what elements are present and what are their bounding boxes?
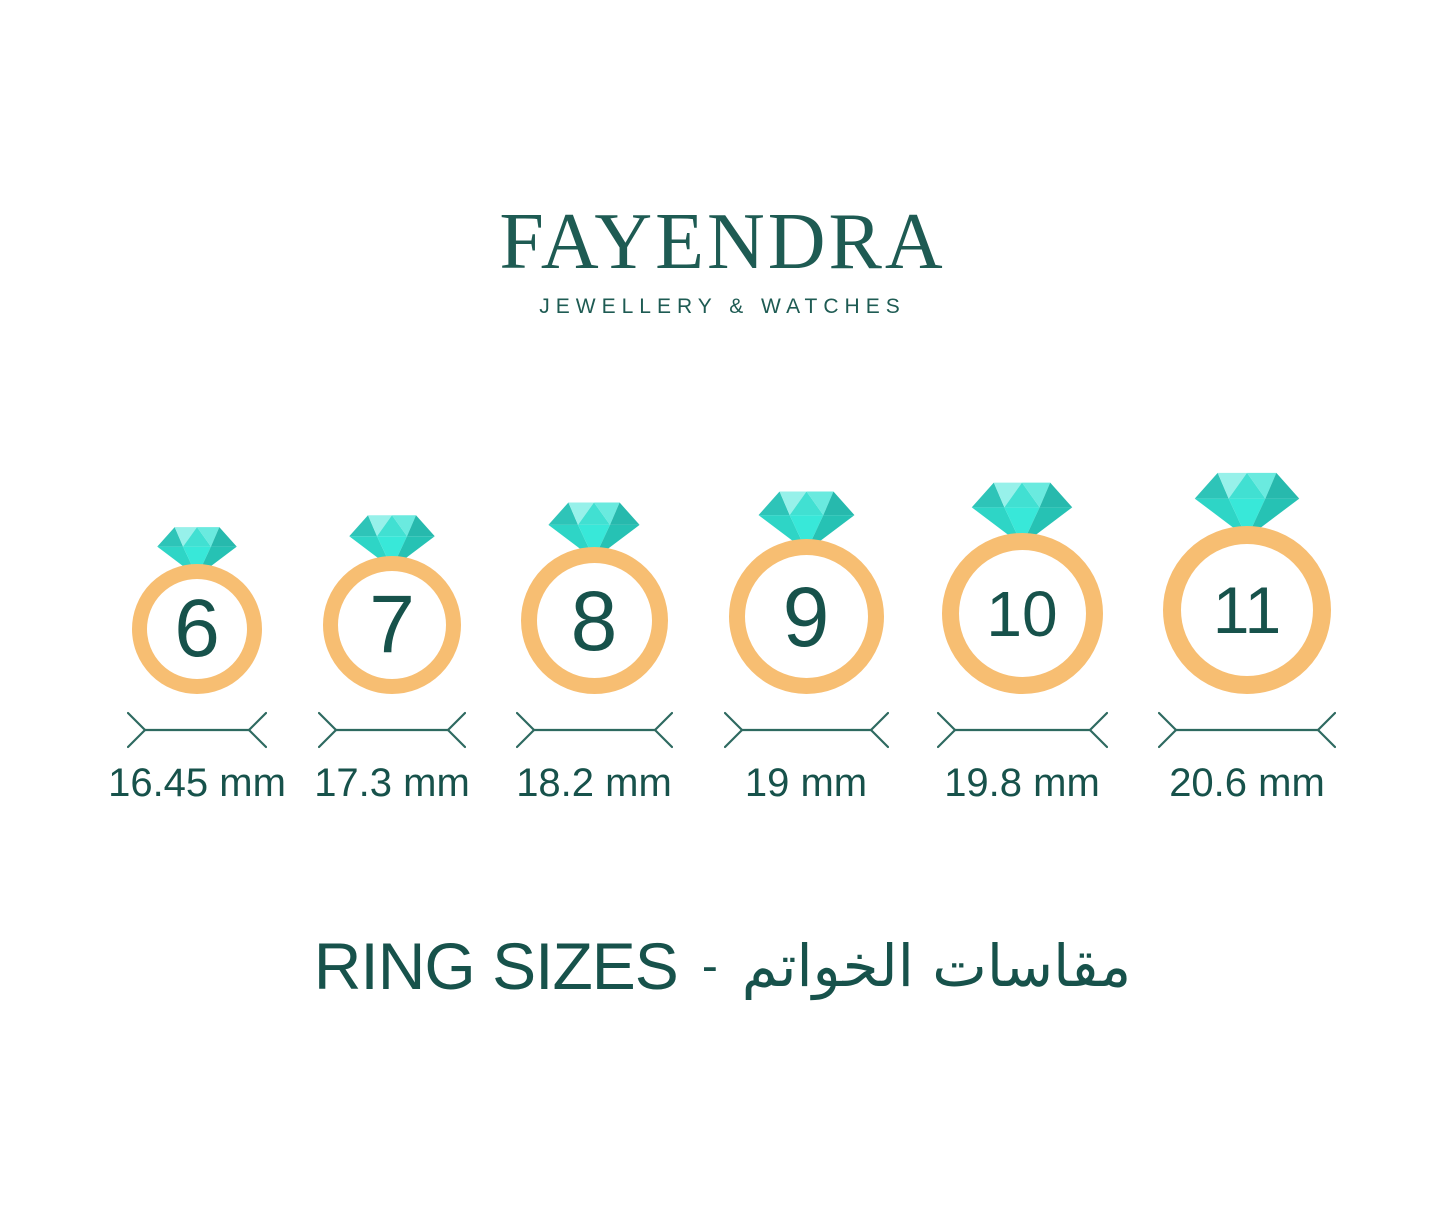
brand-tagline: JEWELLERY & WATCHES: [539, 295, 906, 318]
chart-caption: RING SIZES - مقاسات الخواتم: [0, 928, 1445, 1004]
diameter-dimension-line: [1158, 711, 1336, 749]
caption-title-en: RING SIZES: [313, 929, 679, 1003]
diameter-label: 16.45 mm: [108, 761, 286, 805]
ring-size-number: 11: [1212, 573, 1282, 647]
ring-size-number: 9: [782, 569, 830, 664]
brand-logo: FAYENDRA JEWELLERY & WATCHES: [0, 202, 1445, 319]
ring-band: 9: [728, 539, 884, 694]
ring-band: 7: [323, 556, 461, 694]
rings-row: 6 16.45 mm 7: [108, 470, 1353, 806]
ring-figure-6: 6 16.45 mm: [108, 525, 286, 806]
ring-figure-11: 11 20.6 mm: [1141, 470, 1353, 806]
ring-band: 8: [520, 547, 668, 694]
ring-size-number: 10: [986, 577, 1058, 650]
ring-band: 10: [941, 533, 1103, 694]
diameter-dimension-line: [127, 711, 267, 749]
ring-size-number: 8: [570, 573, 618, 668]
ring-size-number: 7: [369, 579, 415, 670]
diameter-dimension-line: [318, 711, 466, 749]
diameter-label: 20.6 mm: [1169, 761, 1325, 805]
diameter-label: 18.2 mm: [516, 761, 672, 805]
ring-figure-7: 7 17.3 mm: [303, 513, 481, 806]
diameter-dimension-line: [936, 711, 1108, 749]
ring-figure-9: 9 19 mm: [708, 489, 904, 806]
diameter-label: 17.3 mm: [314, 761, 470, 805]
diamond-icon: [157, 527, 237, 577]
ring-figure-8: 8 18.2 mm: [500, 500, 688, 806]
brand-name: FAYENDRA: [499, 198, 946, 286]
ring-figure-10: 10 19.8 mm: [921, 480, 1123, 806]
caption-title-ar: مقاسات الخواتم: [741, 932, 1132, 1000]
ring-band: 11: [1163, 526, 1331, 694]
ring-band: 6: [132, 564, 262, 694]
caption-separator: -: [701, 939, 718, 993]
ring-size-number: 6: [174, 583, 220, 674]
diameter-dimension-line: [515, 711, 673, 749]
diameter-dimension-line: [723, 711, 889, 749]
diameter-label: 19.8 mm: [944, 761, 1100, 805]
diameter-label: 19 mm: [744, 761, 868, 805]
